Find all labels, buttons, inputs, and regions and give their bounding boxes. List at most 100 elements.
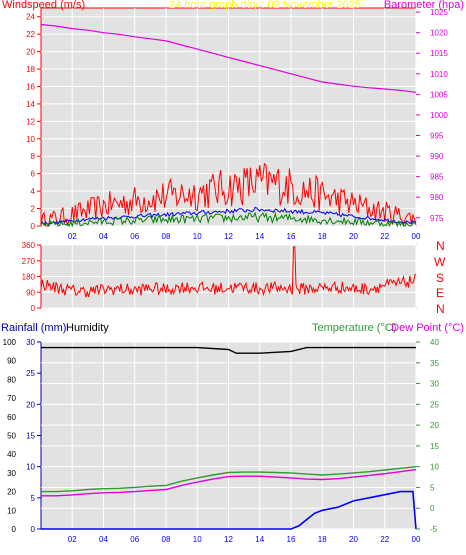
compass-n-top: N [436, 239, 445, 253]
y-right-tick-label: 1015 [430, 49, 448, 58]
wind-baro-series [40, 23, 417, 228]
x-tick-label: 06 [130, 535, 139, 544]
y-right-tick-label: 980 [430, 193, 444, 202]
y-right-tick-label: 5 [430, 483, 435, 492]
y-left-tick-label: 12 [26, 117, 35, 126]
left-axis-title: Windspeed (m/s) [2, 0, 85, 11]
series-line-blue [40, 206, 417, 226]
series-line-magenta [40, 23, 417, 93]
chart-title: 24 hour graph day : 02 November 2025 [169, 0, 361, 11]
y-left-tick-label: 8 [31, 152, 36, 161]
x-tick-label: 08 [162, 232, 171, 241]
x-tick-label: 08 [162, 535, 171, 544]
y-humidity-tick-label: 50 [7, 432, 16, 441]
rain-temp-axes: -505101520253035400102030405060708090100… [3, 338, 440, 544]
y-humidity-tick-label: 10 [7, 506, 16, 515]
y-rain-tick-label: 5 [31, 494, 36, 503]
x-tick-label: 04 [99, 535, 108, 544]
y-rain-tick-label: 20 [26, 400, 35, 409]
x-tick-label: 04 [99, 232, 108, 241]
y-tick-label: 0 [31, 304, 36, 313]
wind-baro-grid [41, 8, 417, 227]
x-tick-label: 02 [68, 535, 77, 544]
y-right-tick-label: 1025 [430, 8, 448, 17]
series-line-temp_green [41, 466, 417, 493]
wind-direction-series [40, 246, 417, 298]
compass-n-bottom: N [436, 302, 445, 316]
y-left-tick-label: 10 [26, 135, 35, 144]
y-right-tick-label: 990 [430, 152, 444, 161]
x-tick-label: 16 [287, 535, 296, 544]
x-tick-label: 18 [318, 535, 327, 544]
right-axis-title: Barometer (hpa) [384, 0, 464, 11]
x-tick-label: 10 [193, 535, 202, 544]
y-rain-tick-label: 25 [26, 369, 35, 378]
y-humidity-tick-label: 80 [7, 375, 16, 384]
x-tick-label: 14 [255, 535, 264, 544]
y-left-tick-label: 16 [26, 82, 35, 91]
legend-temperature: Temperature (°C) [312, 322, 396, 334]
y-tick-label: 90 [26, 288, 35, 297]
y-left-tick-label: 22 [26, 30, 35, 39]
legend-humidity: Humidity [66, 322, 109, 334]
series-line-magenta [41, 468, 417, 497]
y-right-tick-label: 1020 [430, 29, 448, 38]
y-left-tick-label: 20 [26, 48, 35, 57]
series-line-red [40, 246, 417, 298]
y-right-tick-label: 40 [430, 338, 439, 347]
compass-s: S [436, 271, 444, 285]
y-right-tick-label: 15 [430, 442, 439, 451]
legend-dew-point: Dew Point (°C) [391, 322, 464, 334]
series-line-red [40, 162, 417, 227]
y-right-tick-label: 985 [430, 173, 444, 182]
y-humidity-tick-label: 40 [7, 450, 16, 459]
y-rain-tick-label: 15 [26, 432, 35, 441]
x-tick-label: 16 [287, 232, 296, 241]
y-tick-label: 270 [22, 257, 36, 266]
y-left-tick-label: 0 [31, 222, 36, 231]
series-line-green [40, 211, 417, 228]
series-line-black [41, 346, 416, 354]
wind-direction-grid [41, 244, 417, 309]
x-tick-label: 18 [318, 232, 327, 241]
x-tick-label: 22 [380, 535, 389, 544]
y-left-tick-label: 4 [31, 187, 36, 196]
x-tick-label: 12 [224, 232, 233, 241]
y-humidity-tick-label: 100 [3, 338, 17, 347]
y-right-tick-label: 25 [430, 400, 439, 409]
x-tick-label: 02 [68, 232, 77, 241]
y-left-tick-label: 18 [26, 65, 35, 74]
compass-e: E [436, 286, 444, 300]
x-tick-label: 20 [349, 232, 358, 241]
y-right-tick-label: 30 [430, 380, 439, 389]
y-rain-tick-label: 10 [26, 463, 35, 472]
series-line-blue [41, 490, 417, 530]
x-tick-label: 10 [193, 232, 202, 241]
y-left-tick-label: 24 [26, 13, 35, 22]
y-tick-label: 180 [22, 273, 36, 282]
y-right-tick-label: 20 [430, 421, 439, 430]
legend-rainfall: Rainfall (mm) [1, 322, 66, 334]
x-tick-label: 12 [224, 535, 233, 544]
y-left-tick-label: 2 [31, 205, 36, 214]
y-right-tick-label: 1005 [430, 90, 448, 99]
x-tick-label: 22 [380, 232, 389, 241]
y-left-tick-label: 6 [31, 170, 36, 179]
rain-temp-grid [41, 341, 417, 530]
y-humidity-tick-label: 60 [7, 413, 16, 422]
y-left-tick-label: 14 [26, 100, 35, 109]
y-humidity-tick-label: 30 [7, 469, 16, 478]
y-rain-tick-label: 0 [31, 525, 36, 534]
y-humidity-tick-label: 90 [7, 357, 16, 366]
y-humidity-tick-label: 70 [7, 394, 16, 403]
y-right-tick-label: 975 [430, 214, 444, 223]
y-humidity-tick-label: 0 [12, 525, 17, 534]
y-right-tick-label: 10 [430, 463, 439, 472]
x-tick-label: 00 [412, 535, 421, 544]
x-tick-label: 00 [412, 232, 421, 241]
y-right-tick-label: 995 [430, 132, 444, 141]
x-tick-label: 14 [255, 232, 264, 241]
y-tick-label: 360 [22, 241, 36, 250]
